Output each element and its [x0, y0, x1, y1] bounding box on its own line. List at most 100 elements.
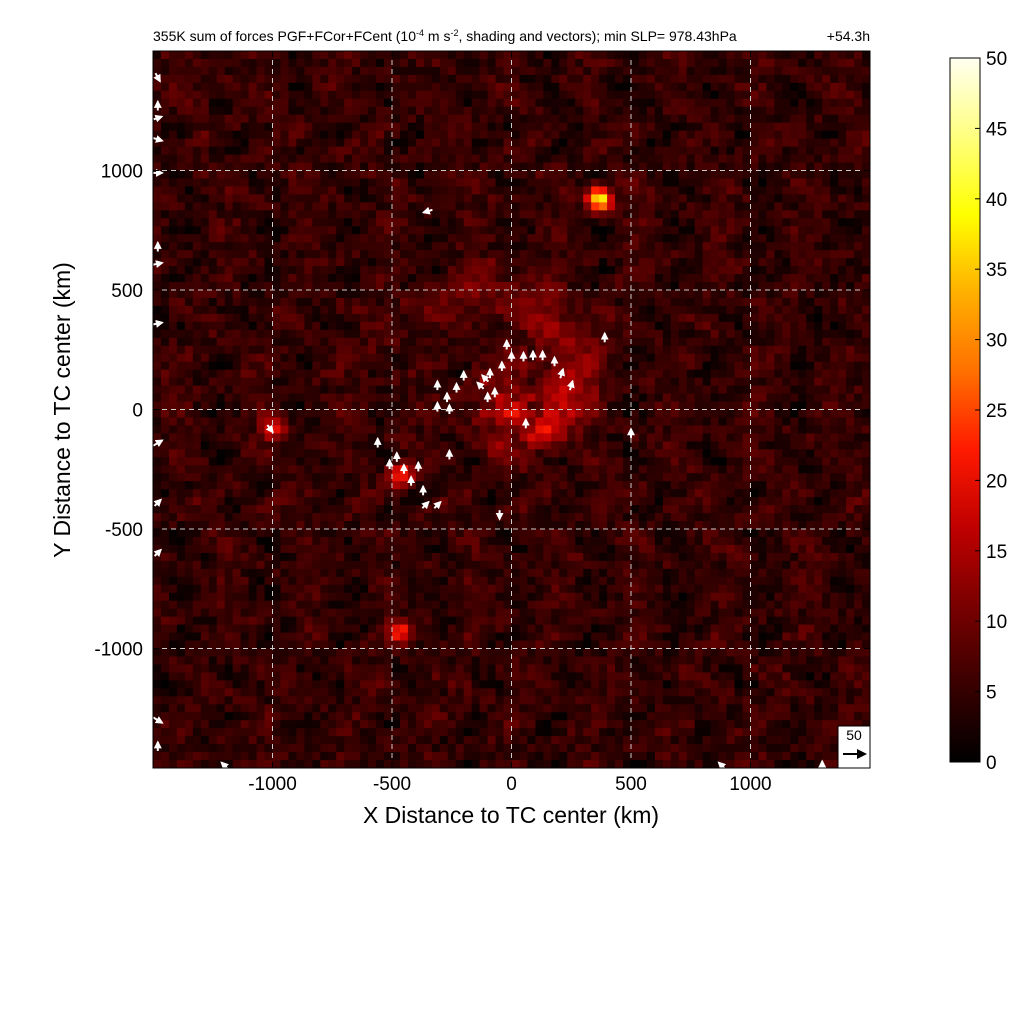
heatmap-cell [782, 385, 791, 395]
heatmap-cell [631, 409, 640, 419]
heatmap-cell [495, 369, 505, 379]
heatmap-cell [599, 345, 608, 355]
heatmap-cell [575, 170, 584, 180]
heatmap-cell [527, 329, 536, 339]
heatmap-cell [336, 250, 345, 259]
heatmap-cell [471, 186, 481, 195]
heatmap-cell [344, 290, 353, 299]
heatmap-cell [384, 170, 393, 180]
heatmap-cell [615, 345, 624, 355]
heatmap-cell [479, 441, 489, 450]
heatmap-cell [264, 377, 274, 387]
heatmap-cell [806, 361, 815, 371]
heatmap-cell [176, 194, 186, 203]
heatmap-cell [272, 489, 282, 498]
heatmap-cell [399, 282, 409, 291]
heatmap-cell [248, 186, 258, 195]
heatmap-cell [344, 321, 353, 331]
heatmap-cell [670, 337, 680, 347]
heatmap-cell [248, 433, 258, 442]
heatmap-cell [535, 353, 544, 363]
heatmap-cell [503, 290, 513, 299]
heatmap-cell [814, 154, 823, 164]
heatmap-cell [232, 321, 242, 331]
heatmap-cell [607, 170, 616, 180]
heatmap-cell [344, 234, 353, 243]
heatmap-cell [583, 242, 592, 251]
heatmap-cell [623, 138, 632, 148]
heatmap-cell [455, 210, 465, 219]
heatmap-cell [646, 234, 656, 243]
heatmap-cell [224, 345, 234, 355]
heatmap-cell [615, 210, 624, 219]
heatmap-cell [670, 369, 680, 379]
heatmap-cell [344, 226, 353, 235]
heatmap-cell [479, 290, 489, 299]
heatmap-cell [328, 337, 337, 347]
heatmap-cell [455, 130, 465, 140]
heatmap-cell [328, 226, 337, 235]
heatmap-cell [384, 218, 393, 227]
heatmap-cell [662, 385, 672, 395]
heatmap-cell [168, 369, 178, 379]
heatmap-cell [304, 66, 313, 76]
heatmap-cell [766, 266, 775, 275]
heatmap-cell [376, 337, 385, 347]
heatmap-cell [854, 162, 863, 172]
heatmap-cell [184, 345, 194, 355]
heatmap-cell [774, 218, 783, 227]
heatmap-cell [487, 162, 497, 172]
heatmap-cell [678, 130, 688, 140]
heatmap-cell [559, 417, 568, 427]
heatmap-cell [631, 449, 640, 458]
heatmap-cell [471, 114, 481, 124]
heatmap-cell [479, 250, 489, 259]
heatmap-cell [702, 321, 712, 331]
heatmap-cell [224, 74, 234, 84]
heatmap-cell [264, 417, 274, 427]
heatmap-cell [399, 481, 409, 490]
heatmap-cell [447, 305, 457, 315]
heatmap-cell [232, 90, 242, 100]
heatmap-cell [806, 481, 815, 490]
heatmap-cell [392, 122, 401, 132]
heatmap-cell [272, 433, 282, 442]
heatmap-cell [774, 473, 783, 482]
heatmap-cell [607, 74, 616, 84]
heatmap-cell [559, 313, 568, 323]
heatmap-cell [678, 66, 688, 76]
heatmap-cell [439, 114, 449, 124]
heatmap-cell [615, 90, 624, 100]
heatmap-cell [662, 353, 672, 363]
heatmap-cell [176, 401, 186, 411]
heatmap-cell [599, 433, 608, 442]
heatmap-cell [543, 250, 552, 259]
heatmap-cell [503, 250, 513, 259]
heatmap-cell [766, 210, 775, 219]
heatmap-cell [862, 66, 870, 76]
heatmap-cell [495, 74, 505, 84]
heatmap-cell [328, 242, 337, 251]
heatmap-cell [368, 186, 377, 195]
heatmap-cell [662, 58, 672, 68]
heatmap-cell [734, 385, 744, 395]
heatmap-cell [431, 178, 441, 188]
heatmap-cell [591, 130, 600, 140]
heatmap-cell [766, 274, 775, 283]
heatmap-cell [615, 441, 624, 450]
heatmap-cell [830, 345, 839, 355]
heatmap-cell [312, 473, 321, 482]
heatmap-cell [224, 162, 234, 172]
heatmap-cell [662, 409, 672, 419]
heatmap-cell [519, 82, 529, 92]
heatmap-cell [399, 345, 409, 355]
heatmap-cell [654, 98, 664, 108]
heatmap-cell [384, 194, 393, 203]
heatmap-cell [694, 409, 704, 419]
heatmap-cell [678, 242, 688, 251]
heatmap-cell [153, 138, 162, 148]
heatmap-cell [830, 98, 839, 108]
heatmap-cell [846, 266, 855, 275]
heatmap-cell [208, 290, 218, 299]
heatmap-cell [678, 258, 688, 267]
